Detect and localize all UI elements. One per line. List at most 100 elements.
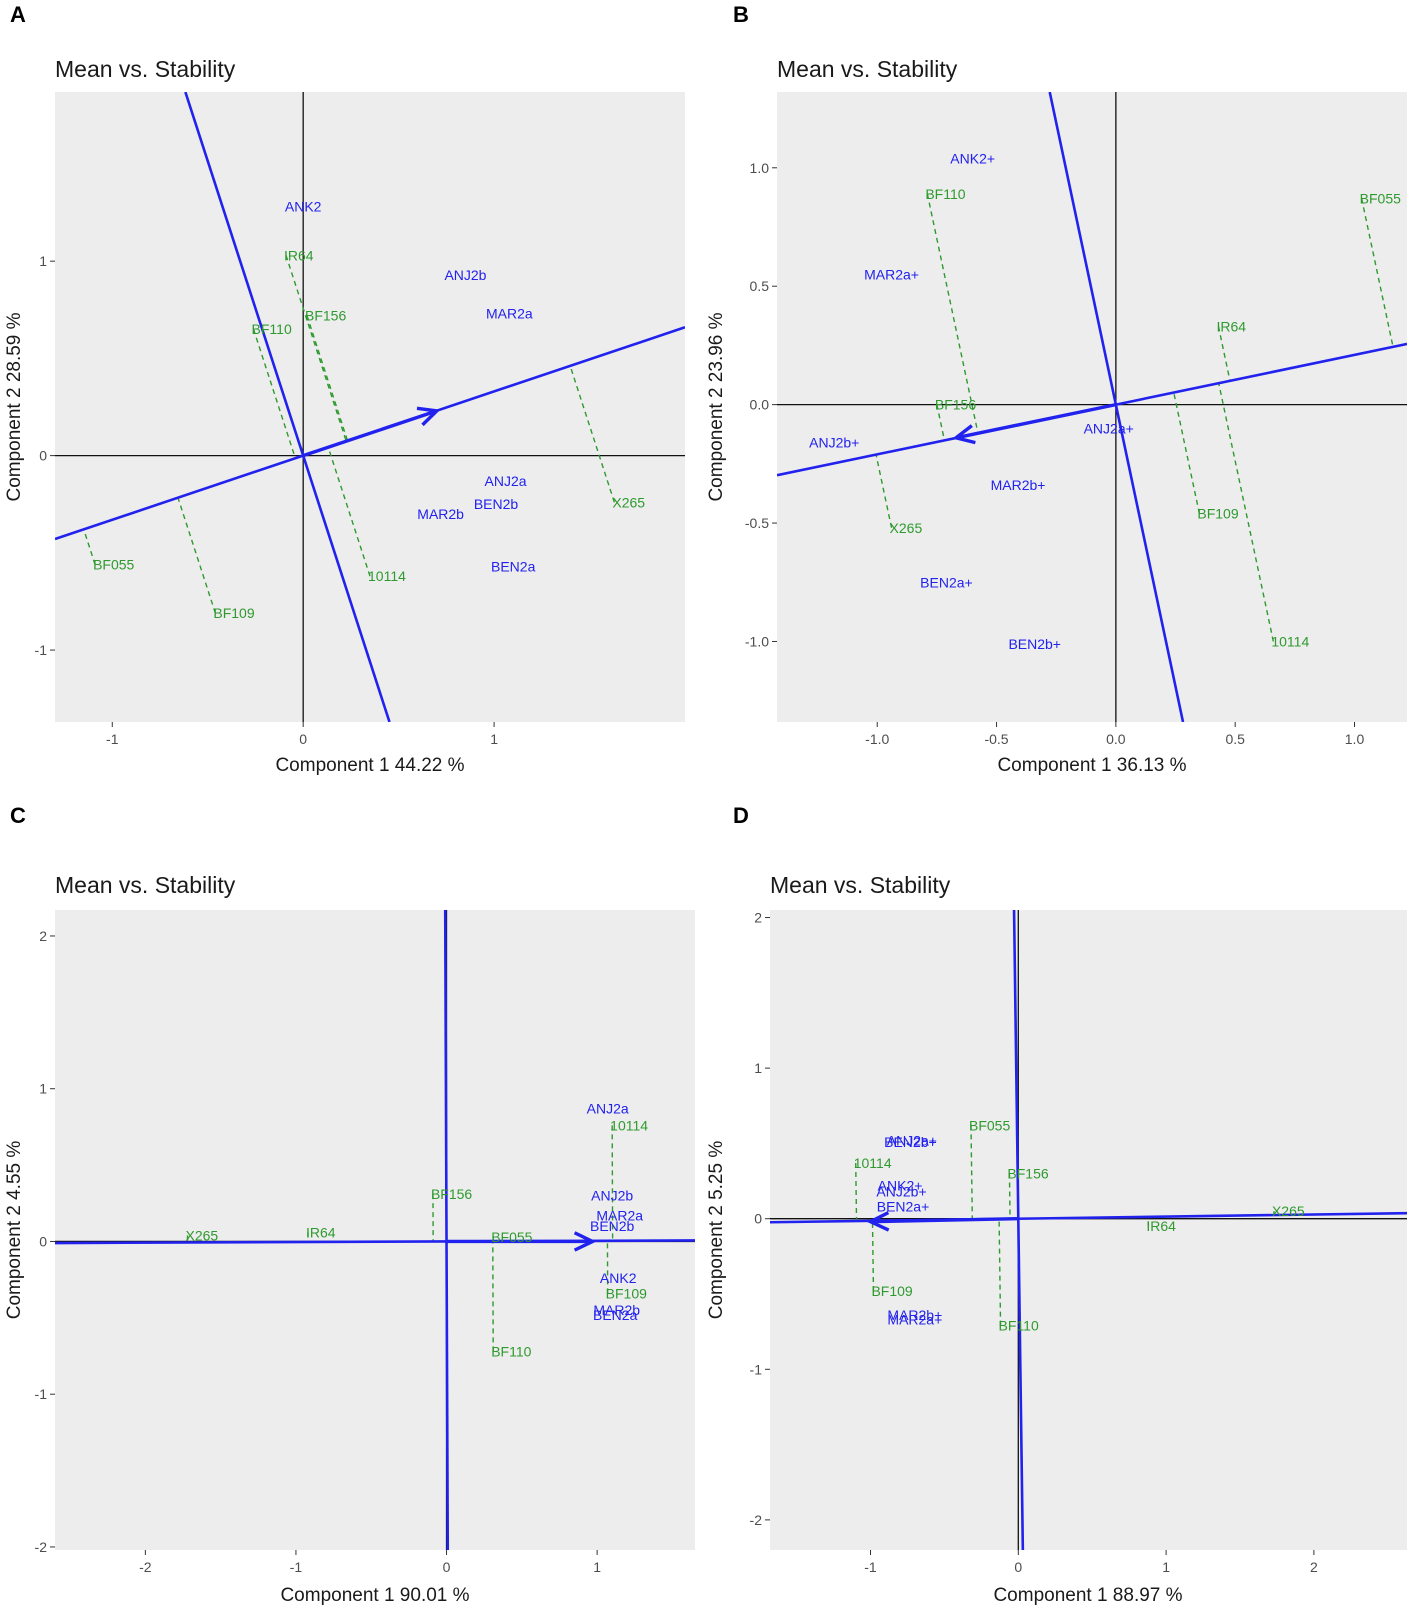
genotype-label: 10114 [1271, 633, 1309, 649]
genotype-label: X265 [612, 494, 645, 510]
genotype-label: IR64 [306, 1224, 336, 1240]
projection-line [285, 255, 347, 442]
genotype-label: IR64 [1146, 1218, 1176, 1234]
projection-line [177, 497, 217, 614]
genotype-label: BF109 [213, 605, 254, 621]
y-tick-label: 0 [39, 448, 47, 464]
projection-line [1218, 383, 1275, 642]
environment-label: BEN2a [491, 558, 536, 574]
projection-line [306, 315, 349, 441]
arrow-head [416, 406, 441, 427]
projection-line [1360, 198, 1394, 348]
projection-line [1173, 392, 1201, 514]
panel-letter: B [733, 2, 749, 27]
arrow-head [952, 424, 976, 445]
x-axis-title: Component 1 90.01 % [280, 1585, 469, 1606]
plot-background [55, 92, 685, 722]
aec-ordinate [443, 910, 450, 1550]
y-axis-title: Component 2 5.25 % [706, 1141, 727, 1320]
plot-background [55, 910, 695, 1550]
x-tick-label: -1 [106, 731, 119, 747]
genotype-label: BF109 [871, 1283, 912, 1299]
environment-label: ANJ2b+ [876, 1184, 926, 1200]
environment-label: ANJ2a+ [1084, 420, 1134, 436]
projection-line [252, 329, 297, 459]
panel-d: D Mean vs. Stability ANJ2a+BEN2b+ ANK2+ANJ2… [706, 803, 1407, 1606]
genotype-label: BF055 [1360, 191, 1401, 207]
environment-label: ANJ2b+ [809, 435, 859, 451]
y-tick-label: 1 [39, 253, 47, 269]
y-tick-label: 1 [39, 1081, 47, 1097]
environment-label: BEN2b+ [1008, 636, 1061, 652]
projection-line [926, 193, 979, 434]
x-axis-title: Component 1 44.22 % [275, 755, 464, 776]
x-tick-label: 2 [1310, 1559, 1318, 1575]
environment-label: MAR2a [486, 306, 533, 322]
y-axis-title: Component 2 4.55 % [4, 1141, 25, 1320]
genotype-label: 10114 [610, 1117, 648, 1133]
environment-label: ANK2 [600, 1270, 637, 1286]
panel-letter: C [10, 803, 26, 828]
environment-label: MAR2a+ [864, 266, 919, 282]
genotype-label: X265 [1272, 1203, 1305, 1219]
y-tick-label: 2 [754, 910, 762, 926]
plot-area: ANK2 ANJ2b MAR2a ANJ2a BEN2b MAR2b BEN2a IR64 BF… [55, 92, 685, 722]
panel-b: B Mean vs. Stability ANK2+ MAR2a+ ANJ2a+ ANJ2… [706, 2, 1407, 776]
aec-ordinate [1012, 910, 1025, 1550]
genotype-label: BF055 [969, 1117, 1010, 1133]
x-tick-label: 1 [490, 731, 498, 747]
projection-line [569, 365, 616, 503]
environment-label: ANJ2b [444, 267, 486, 283]
genotype-label: BF055 [491, 1229, 532, 1245]
panel-letter: A [10, 2, 26, 27]
projection-line [83, 529, 96, 565]
genotype-label: BF110 [925, 186, 965, 202]
x-tick-label: 0 [1014, 1559, 1022, 1575]
projection-line [970, 1125, 973, 1220]
genotype-label: IR64 [284, 247, 314, 263]
chart-title: Mean vs. Stability [55, 56, 236, 82]
projection-line [871, 1220, 875, 1291]
x-tick-label: -0.5 [984, 731, 1008, 747]
x-tick-label: -1 [290, 1559, 303, 1575]
projection-line [875, 454, 893, 528]
mean-arrow [302, 409, 438, 458]
plot-background [770, 910, 1407, 1550]
x-tick-label: 0 [443, 1559, 451, 1575]
y-tick-label: -1 [35, 642, 48, 658]
x-tick-label: 0 [299, 731, 307, 747]
arrow-head [866, 1211, 890, 1232]
environment-label: BEN2b [590, 1218, 635, 1234]
y-axis-title: Component 2 23.96 % [706, 312, 727, 501]
genotype-label: BF109 [606, 1285, 647, 1301]
y-tick-label: -2 [35, 1539, 48, 1555]
environment-label: MAR2b [417, 506, 464, 522]
environment-label: BEN2b+ [884, 1134, 937, 1150]
y-tick-label: 0.0 [750, 397, 770, 413]
genotype-label: BF156 [305, 308, 346, 324]
chart-title: Mean vs. Stability [777, 56, 958, 82]
genotype-label: BF055 [93, 557, 134, 573]
y-tick-label: -0.5 [745, 515, 769, 531]
environment-label: ANK2+ [950, 150, 995, 166]
environment-label: BEN2a+ [920, 574, 973, 590]
y-tick-label: 1 [754, 1060, 762, 1076]
plot-area: ANK2+ MAR2a+ ANJ2a+ ANJ2b+ MAR2b+ BEN2a+ BEN2b… [777, 92, 1407, 722]
environment-label: BEN2a+ [877, 1199, 930, 1215]
genotype-label: 10114 [368, 568, 406, 584]
genotype-label: BF156 [431, 1186, 472, 1202]
x-tick-label: 1.0 [1345, 731, 1365, 747]
y-tick-label: 0 [39, 1233, 47, 1249]
genotype-label: BF156 [935, 397, 976, 413]
x-tick-label: 1 [593, 1559, 601, 1575]
y-tick-label: -2 [750, 1512, 763, 1528]
x-tick-label: -1.0 [865, 731, 889, 747]
genotype-label: BF109 [1197, 506, 1238, 522]
mean-arrow [955, 402, 1117, 440]
environment-label: ANJ2a+ [887, 1132, 937, 1148]
genotype-label: BF110 [252, 321, 292, 337]
x-tick-label: -1 [864, 1559, 877, 1575]
